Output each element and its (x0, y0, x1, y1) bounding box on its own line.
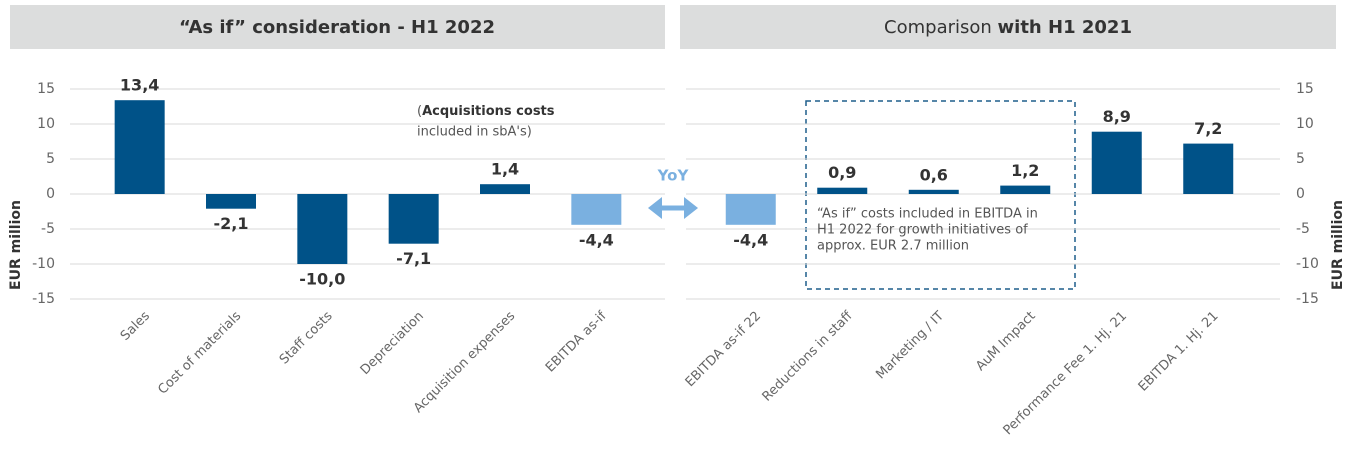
annotation: included in sbA's) (417, 125, 532, 140)
title-part: with H1 2021 (998, 17, 1132, 38)
x-tick-label: EBITDA as-if 22 (683, 309, 764, 390)
bar (206, 194, 256, 209)
bar (1000, 185, 1051, 194)
x-tick-label: Depreciation (358, 309, 427, 378)
yoy-label: YoY (657, 167, 690, 185)
bar (480, 184, 530, 194)
y-tick-label: 15 (1296, 81, 1314, 97)
title-part: Comparison (884, 17, 998, 38)
y-tick-label: 10 (37, 116, 55, 132)
y-tick-label: 15 (37, 81, 55, 97)
data-label: 7,2 (1194, 119, 1222, 138)
chart-title: “As if” consideration - H1 2022 (179, 17, 495, 38)
y-tick-label: -5 (41, 221, 55, 237)
y-tick-label: -10 (1296, 256, 1319, 272)
chart-title: Comparison with H1 2021 (884, 17, 1132, 38)
x-tick-label: Cost of materials (155, 309, 244, 398)
annotation: H1 2022 for growth initiatives of (817, 223, 1028, 238)
x-tick-label: EBITDA 1. Hj. 21 (1136, 309, 1222, 395)
data-label: 13,4 (120, 76, 159, 95)
bar (1183, 143, 1234, 194)
bar (297, 194, 348, 264)
data-label: 1,2 (1011, 161, 1039, 180)
y-tick-label: -15 (32, 291, 55, 307)
bar (388, 194, 439, 244)
data-label: 0,6 (920, 165, 948, 184)
y-tick-label: -5 (1296, 221, 1310, 237)
data-label: -4,4 (733, 230, 768, 249)
y-axis-label: EUR million (1330, 200, 1346, 290)
x-tick-label: Staff costs (277, 309, 336, 368)
data-label: -4,4 (579, 230, 614, 249)
x-tick-label: Acquisition expenses (411, 309, 519, 417)
bar (114, 100, 165, 194)
header-bar (680, 5, 1336, 49)
annotation-box (805, 100, 1076, 290)
y-tick-label: 0 (46, 186, 55, 202)
bar (817, 187, 868, 194)
data-label: -10,0 (299, 270, 345, 289)
y-tick-label: 10 (1296, 116, 1314, 132)
data-label: -7,1 (396, 249, 431, 268)
header-bar (10, 5, 665, 49)
x-tick-label: Marketing / IT (873, 309, 947, 383)
y-tick-label: 0 (1296, 186, 1305, 202)
data-label: 0,9 (828, 163, 856, 182)
x-tick-label: Sales (118, 309, 153, 344)
bar (1091, 131, 1142, 194)
annotation: approx. EUR 2.7 million (817, 239, 969, 254)
data-label: 8,9 (1103, 107, 1131, 126)
annotation-part: ( (417, 104, 422, 119)
y-tick-label: 5 (1296, 151, 1305, 167)
y-tick-label: -15 (1296, 291, 1319, 307)
y-tick-label: -10 (32, 256, 55, 272)
yoy-arrow (648, 197, 698, 219)
annotation: (Acquisitions costs (417, 104, 555, 119)
annotation-part: Acquisitions costs (422, 104, 555, 119)
title-part: “As if” consideration - H1 2022 (179, 17, 495, 38)
y-axis-label: EUR million (8, 200, 24, 290)
bar (725, 194, 776, 225)
annotation: “As if” costs included in EBITDA in (817, 207, 1038, 222)
x-tick-label: Reductions in staff (760, 308, 857, 405)
x-tick-label: EBITDA as-if (543, 308, 610, 375)
data-label: -2,1 (214, 214, 249, 233)
x-tick-label: AuM Impact (973, 309, 1038, 374)
data-label: 1,4 (491, 160, 519, 179)
bar (908, 189, 959, 194)
bar (571, 194, 622, 225)
y-tick-label: 5 (46, 151, 55, 167)
